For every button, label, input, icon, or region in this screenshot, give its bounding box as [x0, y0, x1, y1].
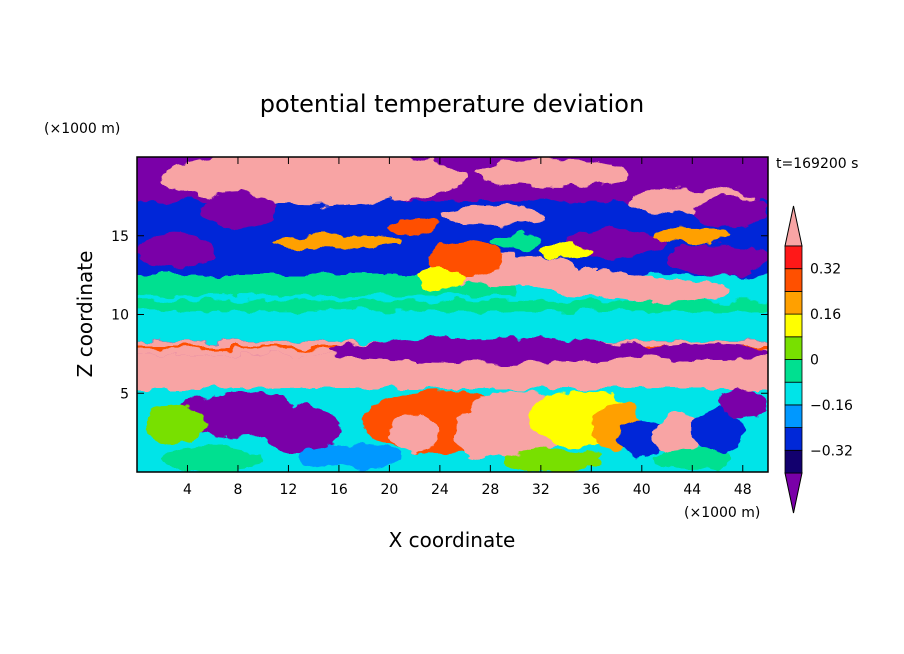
contour-blob [389, 216, 440, 236]
x-unit-label: (×1000 m) [684, 505, 760, 521]
contour-blob [452, 410, 503, 458]
contour-blob [641, 344, 768, 361]
y-tick-label: 10 [111, 308, 129, 324]
contour-blob [275, 234, 403, 250]
contour-blob [414, 267, 466, 290]
x-tick-label: 48 [734, 482, 752, 498]
y-unit-label: (×1000 m) [44, 121, 120, 137]
contour-blob [654, 449, 731, 469]
contour-blob [654, 413, 705, 458]
contour-blob [137, 234, 213, 269]
colorbar-swatch [784, 245, 803, 270]
colorbar-swatch [784, 268, 803, 292]
contour-blob [301, 443, 403, 469]
contour-blob [692, 407, 743, 455]
x-tick-label: 24 [431, 482, 449, 498]
contour-blob [490, 234, 541, 250]
contour-blob [477, 158, 630, 187]
chart-title: potential temperature deviation [260, 90, 644, 118]
colorbar-swatch [784, 336, 803, 360]
colorbar-swatch [784, 404, 803, 428]
x-axis: 4 8 12 16 20 24 28 32 36 40 44 48 [183, 157, 752, 498]
contour-blob [654, 227, 731, 244]
contour-blob [616, 418, 668, 457]
contour-blob [502, 449, 604, 472]
colorbar-tick-label: 0.16 [810, 307, 841, 323]
colorbar-swatch [784, 427, 803, 451]
contour-blob [540, 243, 592, 260]
colorbar-tick-label: −0.16 [810, 398, 853, 414]
contour-blob [692, 196, 768, 228]
colorbar-swatch [784, 381, 803, 406]
colorbar-tick-label: 0 [810, 353, 819, 369]
x-tick-label: 12 [280, 482, 298, 498]
contour-blob [143, 405, 207, 444]
x-tick-label: 32 [532, 482, 550, 498]
y-axis: 5 10 15 [111, 229, 768, 402]
contour-blob [603, 279, 731, 302]
colorbar-tick-label: 0.32 [810, 262, 841, 278]
y-tick-label: 15 [111, 229, 129, 245]
x-tick-label: 44 [683, 482, 701, 498]
x-tick-label: 16 [330, 482, 348, 498]
colorbar-tick-label: −0.32 [810, 443, 853, 459]
colorbar-swatch [784, 290, 803, 315]
colorbar-swatch [784, 449, 803, 474]
contour-field [137, 157, 768, 472]
green-stripe [137, 300, 768, 312]
x-tick-label: 8 [233, 482, 242, 498]
x-tick-label: 36 [582, 482, 600, 498]
colorbar-bottom-arrow [784, 472, 803, 514]
contour-blob [200, 193, 276, 228]
colorbar-top-arrow [784, 205, 803, 247]
x-tick-label: 20 [380, 482, 398, 498]
y-tick-label: 5 [120, 386, 129, 402]
x-tick-label: 40 [633, 482, 651, 498]
contour-blob [263, 405, 339, 454]
y-axis-label: Z coordinate [73, 251, 97, 378]
contour-blob [717, 386, 768, 419]
time-label: t=169200 s [776, 156, 858, 172]
colorbar-swatch [784, 313, 803, 338]
contour-blob [162, 446, 264, 472]
colorbar: 0.32 0.16 0 −0.16 −0.32 [784, 205, 853, 514]
colorbar-swatch [784, 359, 803, 383]
contour-blob [439, 205, 541, 225]
contour-blob [326, 338, 655, 364]
contour-blob [566, 229, 668, 258]
x-tick-label: 4 [183, 482, 192, 498]
x-axis-label: X coordinate [389, 528, 516, 552]
x-tick-label: 28 [481, 482, 499, 498]
contour-blob [667, 243, 768, 276]
contour-blob [389, 413, 440, 452]
